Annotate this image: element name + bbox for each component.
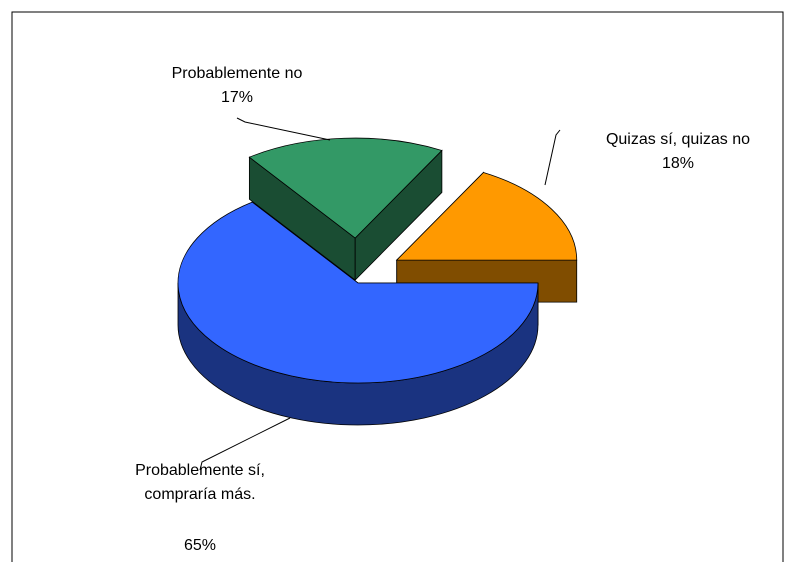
- pie: [177, 137, 578, 426]
- slice-label: Probablemente sí, compraría más.: [135, 462, 265, 503]
- leader-line: [544, 129, 561, 186]
- pie-slice: [177, 201, 539, 426]
- slice-value-label: 65%: [183, 537, 217, 554]
- slice-top: [395, 172, 578, 261]
- slice-value-label: 17%: [220, 89, 254, 106]
- pie-slice: [248, 137, 443, 282]
- leader-line: [199, 417, 291, 471]
- slice-label: Probablemente no: [171, 65, 303, 82]
- slice-top: [177, 201, 539, 384]
- leader-line: [236, 117, 331, 141]
- slice-label: Quizas sí, quizas no: [605, 131, 751, 148]
- chart-frame: [11, 11, 784, 562]
- slice-value-label: 18%: [661, 155, 695, 172]
- slice-top: [248, 137, 443, 239]
